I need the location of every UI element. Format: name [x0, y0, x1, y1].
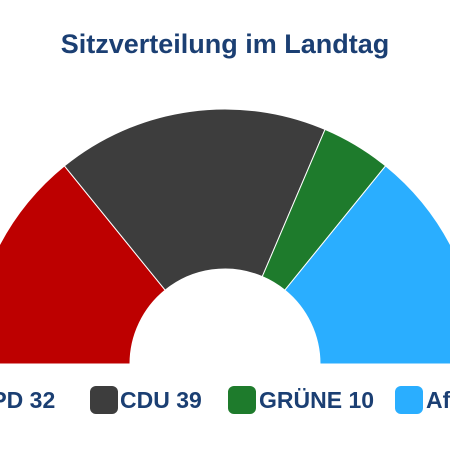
- legend-label-spd: SPD 32: [0, 387, 55, 413]
- slice-spd: [0, 165, 166, 365]
- legend-label-afd: AfD: [426, 387, 450, 413]
- legend-label-cdu: CDU 39: [120, 387, 202, 413]
- slice-cdu: [63, 108, 326, 291]
- legend-swatch-cdu: [90, 386, 118, 414]
- legend: SPD 32 CDU 39 GRÜNE 10 AfD: [0, 386, 450, 414]
- slice-afd: [284, 165, 450, 365]
- seat-slices: [0, 108, 450, 365]
- chart-title: Sitzverteilung im Landtag: [61, 29, 390, 59]
- legend-swatch-grüne: [228, 386, 256, 414]
- legend-label-grüne: GRÜNE 10: [259, 387, 374, 413]
- legend-swatch-afd: [395, 386, 423, 414]
